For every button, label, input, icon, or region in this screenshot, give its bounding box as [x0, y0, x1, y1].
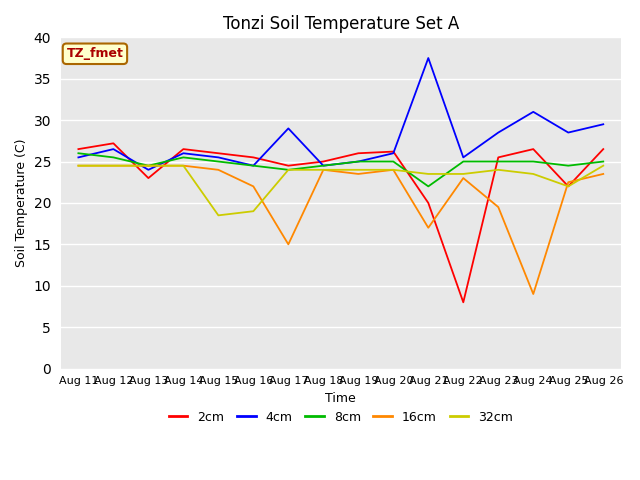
Y-axis label: Soil Temperature (C): Soil Temperature (C) — [15, 139, 28, 267]
Text: TZ_fmet: TZ_fmet — [67, 47, 124, 60]
X-axis label: Time: Time — [326, 392, 356, 405]
Legend: 2cm, 4cm, 8cm, 16cm, 32cm: 2cm, 4cm, 8cm, 16cm, 32cm — [163, 406, 518, 429]
Title: Tonzi Soil Temperature Set A: Tonzi Soil Temperature Set A — [223, 15, 459, 33]
